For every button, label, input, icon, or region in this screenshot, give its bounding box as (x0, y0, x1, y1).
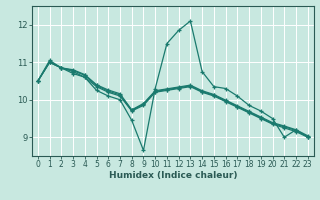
X-axis label: Humidex (Indice chaleur): Humidex (Indice chaleur) (108, 171, 237, 180)
